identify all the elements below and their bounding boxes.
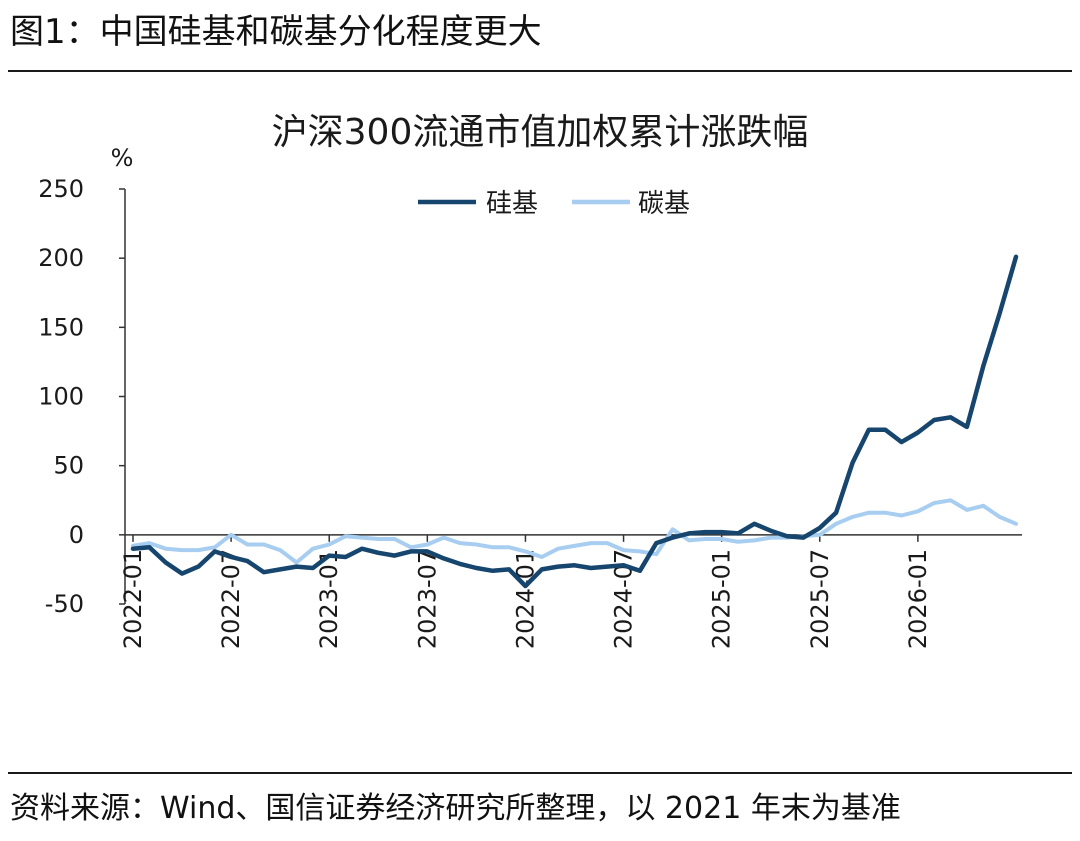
series-layer [130, 254, 1019, 589]
x-tick-label: 2023-01 [315, 549, 343, 649]
source-note: 资料来源：Wind、国信证券经济研究所整理，以 2021 年末为基准 [10, 791, 901, 826]
y-axis-unit: % [111, 144, 134, 172]
x-tick-label: 2026-01 [904, 549, 932, 649]
x-tick-label: 2025-07 [806, 549, 834, 649]
x-tick-label: 2024-01 [511, 549, 539, 649]
x-tick-label: 2025-01 [708, 549, 736, 649]
line-chart: 沪深300流通市值加权累计涨跌幅 % -50 0 50 100 150 200 250 202… [38, 112, 1022, 649]
y-tick-label: -50 [45, 590, 84, 618]
legend: 硅基 碳基 [418, 189, 690, 219]
x-tick-label: 2022-07 [217, 549, 245, 649]
series-line-carbon [131, 498, 1018, 565]
top-rule [8, 70, 1072, 72]
x-tick-label: 2023-07 [413, 549, 441, 649]
axes: -50 0 50 100 150 200 250 2022-01 2022-07 2023-01 2… [38, 175, 1022, 649]
legend-label: 碳基 [638, 189, 690, 219]
y-tick-label: 200 [38, 244, 84, 272]
chart-title: 沪深300流通市值加权累计涨跌幅 [272, 112, 809, 153]
x-tick-label: 2022-01 [119, 549, 147, 649]
legend-label: 硅基 [486, 189, 538, 219]
y-tick-label: 50 [53, 452, 84, 480]
series-line-silicon [130, 254, 1019, 589]
y-tick-label: 0 [69, 521, 84, 549]
y-tick-label: 100 [38, 383, 84, 411]
bottom-rule [8, 772, 1072, 774]
figure-title: 图1：中国硅基和碳基分化程度更大 [10, 12, 542, 52]
y-tick-label: 150 [38, 313, 84, 341]
y-tick-label: 250 [38, 175, 84, 203]
